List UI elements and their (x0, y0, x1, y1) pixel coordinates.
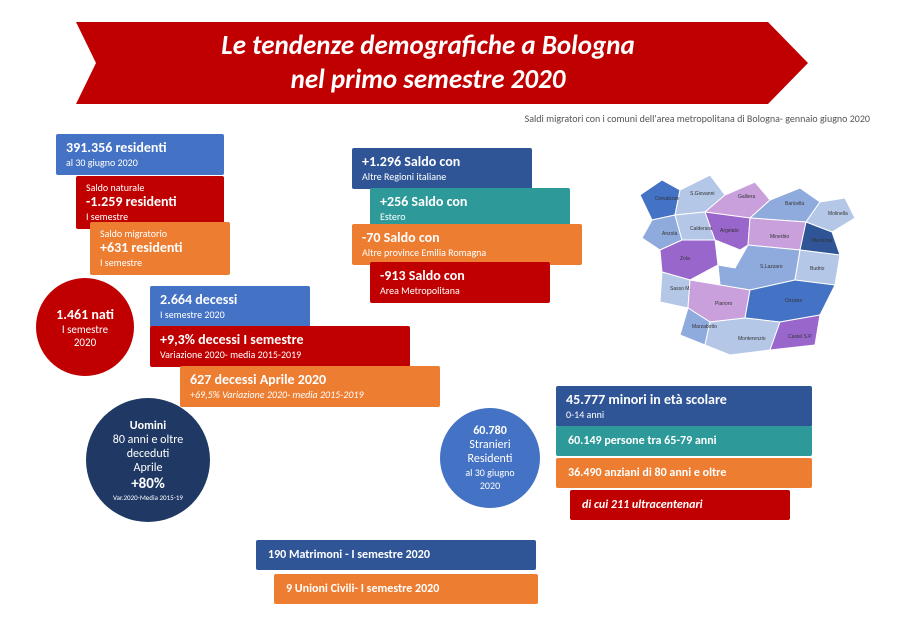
residents-box-0: 391.356 residential 30 giugno 2020 (56, 134, 224, 175)
men80-circle: Uomini80 anni e oltredecedutiAprile+80%V… (86, 398, 210, 522)
svg-text:Minerbio: Minerbio (770, 234, 789, 240)
title-banner: Le tendenze demografiche a Bologna nel p… (48, 22, 808, 104)
svg-text:Medicina: Medicina (812, 238, 832, 244)
svg-text:Sasso M.: Sasso M. (670, 286, 691, 292)
svg-text:Zola: Zola (680, 256, 690, 262)
svg-text:Pianoro: Pianoro (715, 301, 732, 307)
residents-box-1: Saldo naturale-1.259 residentiI semestre (76, 176, 224, 229)
svg-text:Crevalcore: Crevalcore (655, 196, 679, 202)
svg-text:Marzabotto: Marzabotto (692, 324, 717, 330)
svg-text:Calderara: Calderara (690, 226, 712, 232)
saldo-box-2: -70 Saldo conAltre province Emilia Romag… (352, 224, 582, 265)
births-circle: 1.461 natiI semestre2020 (36, 278, 134, 376)
svg-text:Argelato: Argelato (720, 228, 739, 234)
age-box-2: 36.490 anziani di 80 anni e oltre (556, 458, 812, 488)
svg-text:S.Giovanni: S.Giovanni (690, 191, 714, 197)
svg-text:Galliera: Galliera (738, 194, 755, 200)
residents-box-2: Saldo migratorio+631 residentiI semestre (90, 222, 230, 275)
age-box-1: 60.149 persone tra 65-79 anni (556, 426, 812, 456)
bologna-map: Crevalcore S.Giovanni Galliera Baricella… (620, 140, 870, 370)
deaths-box-1: +9,3% decessi I semestreVariazione 2020-… (150, 326, 410, 367)
svg-text:Ozzano: Ozzano (785, 298, 802, 304)
saldo-box-0: +1.296 Saldo conAltre Regioni italiane (352, 148, 532, 189)
saldo-box-3: -913 Saldo conArea Metropolitana (370, 262, 550, 303)
svg-text:Budrio: Budrio (810, 266, 825, 272)
saldo-box-1: +256 Saldo conEstero (370, 188, 570, 229)
deaths-box-0: 2.664 decessiI semestre 2020 (150, 286, 310, 327)
title-text: Le tendenze demografiche a Bologna nel p… (221, 29, 634, 97)
age-box-0: 45.777 minori in età scolare0-14 anni (556, 386, 812, 427)
map-caption: Saldi migratori con i comuni dell'area m… (525, 112, 870, 125)
svg-text:Monterenzio: Monterenzio (738, 336, 766, 342)
svg-text:Anzola: Anzola (662, 231, 678, 237)
svg-text:Molinella: Molinella (828, 211, 848, 217)
deaths-box-2: 627 decessi Aprile 2020+69,5% Variazione… (180, 366, 440, 407)
bottom-box-1: 9 Unioni Civili- I semestre 2020 (274, 574, 538, 604)
svg-text:Baricella: Baricella (785, 201, 804, 207)
age-box-3: di cui 211 ultracentenari (570, 490, 790, 520)
bottom-box-0: 190 Matrimoni - I semestre 2020 (256, 540, 536, 570)
svg-text:Castel S.P.: Castel S.P. (788, 334, 812, 340)
foreigners-circle: 60.780StranieriResidential 30 giugno2020 (440, 408, 540, 508)
svg-text:S.Lazzaro: S.Lazzaro (760, 264, 783, 270)
